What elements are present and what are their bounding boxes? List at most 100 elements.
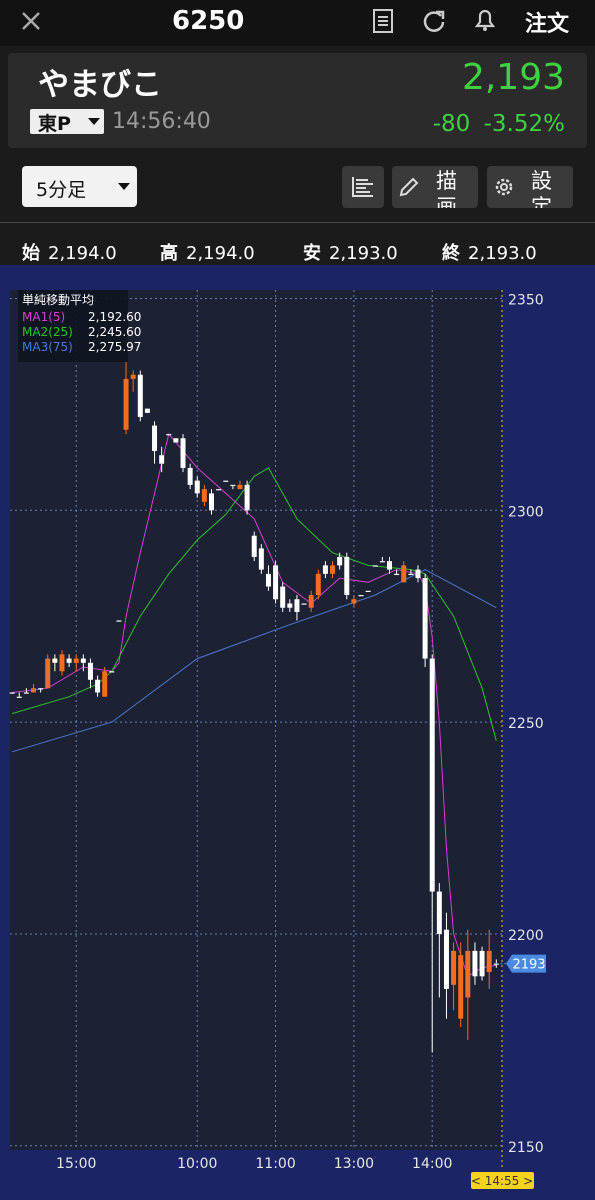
candle-body [472, 950, 478, 977]
change-percent: -3.52% [483, 111, 565, 137]
indicator-button[interactable] [342, 166, 384, 208]
order-button[interactable]: 注文 [525, 12, 570, 37]
candle-body [379, 561, 385, 563]
close-button[interactable] [20, 10, 42, 32]
candle-body [493, 963, 499, 965]
candle-body [180, 438, 186, 468]
candle-body [365, 590, 371, 592]
candle-body [458, 955, 464, 1019]
candle-body [344, 556, 350, 596]
legend-title: 単純移動平均 [22, 293, 94, 307]
legend-value: 2,245.60 [88, 325, 141, 339]
market-select[interactable]: 東P [30, 109, 104, 135]
current-price-tag [506, 954, 546, 973]
y-tick-label: 2250 [508, 716, 544, 732]
candle-body [187, 467, 193, 485]
candle-body [123, 378, 129, 430]
candle-body [387, 561, 392, 570]
gear-icon [495, 178, 513, 196]
candle-body [194, 480, 200, 494]
y-tick-label: 2150 [508, 1140, 544, 1156]
bars-icon [352, 177, 373, 197]
chart-background [0, 265, 595, 1200]
candle-body [308, 595, 314, 608]
update-time: 14:56:40 [112, 109, 211, 134]
ohlc-label: 安 [303, 243, 321, 264]
legend-value: 2,275.97 [88, 340, 141, 354]
y-tick-label: 2300 [508, 504, 544, 520]
candle-body [216, 489, 222, 491]
candle-body [337, 556, 343, 566]
candle-body [401, 565, 407, 583]
x-tick-label: 13:00 [334, 1156, 374, 1172]
moving-average-line [11, 569, 497, 753]
candle-body [23, 692, 29, 694]
candle-body [66, 658, 72, 663]
candle-body [422, 578, 428, 659]
toolbar: 5分足 描画 設定 [0, 152, 595, 223]
candle-body [209, 493, 214, 511]
ohlc-label: 高 [160, 243, 178, 264]
candle-body [230, 484, 236, 487]
market: 東P [38, 113, 71, 135]
draw-label: 描画 [436, 169, 457, 208]
bell-icon[interactable] [472, 6, 498, 34]
candle-body [95, 679, 101, 693]
timeframe: 5分足 [36, 179, 87, 201]
change-row: -80 -3.52% [433, 111, 565, 137]
ohlc-item: 安 2,193.0 [303, 239, 398, 265]
top-bar: 6250 注文 [0, 0, 595, 46]
ohlc-item: 始 2,194.0 [22, 239, 117, 265]
candle-body [465, 950, 471, 998]
refresh-icon[interactable] [421, 8, 447, 34]
candle-body [436, 891, 442, 934]
dropdown-arrow [118, 183, 130, 190]
candle-body [273, 565, 279, 600]
candle-body [38, 688, 44, 690]
candle-body [280, 586, 286, 608]
candle-body [486, 950, 492, 973]
candle-body [251, 535, 257, 557]
candle-body [159, 455, 165, 464]
document-icon[interactable] [371, 8, 395, 34]
candle-body [152, 425, 158, 451]
ohlc-value: 2,193.0 [329, 243, 398, 264]
timeframe-select[interactable]: 5分足 [22, 166, 137, 207]
ohlc-item: 高 2,194.0 [160, 239, 255, 265]
candle-body [109, 671, 115, 673]
page-title: 6250 [172, 6, 245, 36]
settings-button[interactable]: 設定 [487, 166, 573, 208]
candle-body [265, 573, 271, 587]
candle-body [73, 658, 79, 663]
candle-body [372, 565, 378, 567]
candle-body [201, 489, 207, 502]
moving-average-line [12, 432, 497, 978]
y-tick-label: 2200 [508, 928, 544, 944]
change: -80 [432, 111, 471, 137]
x-tick-label: 10:00 [177, 1156, 217, 1172]
candle-body [173, 438, 179, 443]
draw-button[interactable]: 描画 [392, 166, 478, 208]
x-tick-label: 14:00 [412, 1156, 452, 1172]
ohlc-value: 2,194.0 [186, 243, 255, 264]
ohlc-label: 終 [442, 243, 460, 264]
ohlc-label: 始 [22, 243, 40, 264]
plot-area [10, 290, 502, 1150]
candle-body [166, 434, 172, 436]
pencil-icon [399, 177, 419, 197]
candle-body [408, 573, 414, 576]
candle-body [116, 620, 122, 622]
legend-value: 2,192.60 [88, 310, 141, 324]
legend-name: MA2(25) [22, 325, 73, 339]
ohlc-item: 終 2,193.0 [442, 239, 537, 265]
ohlc-value: 2,194.0 [48, 243, 117, 264]
time-tag [471, 1172, 534, 1189]
candle-body [322, 565, 328, 574]
x-tick-label: 15:00 [56, 1156, 96, 1172]
y-tick-label: 2350 [508, 292, 544, 308]
candle-body [294, 599, 300, 612]
x-tick-label: 11:00 [255, 1156, 295, 1172]
legend-name: MA3(75) [22, 340, 73, 354]
candle-body [144, 408, 150, 413]
candle-body [429, 658, 435, 892]
